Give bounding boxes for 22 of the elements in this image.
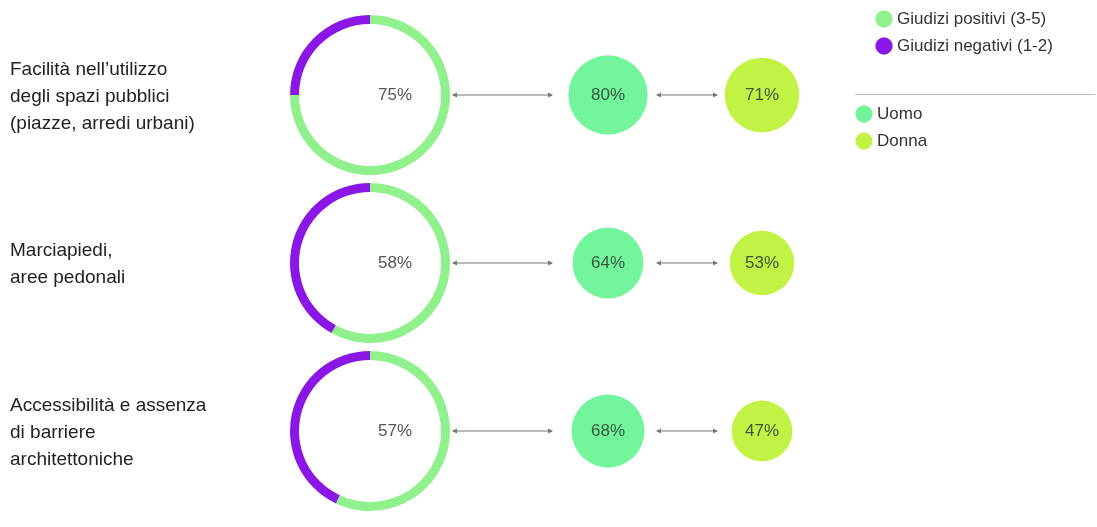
category-label: Uomo [877,104,923,123]
text: Marciapiedi, aree pedonali [10,238,127,289]
donut-slice [331,183,450,343]
data-label: 47% [744,421,780,440]
donut-slice [290,15,450,175]
data-label: 75% [377,85,413,104]
donut-slice [335,351,450,511]
donut-slice [290,15,370,95]
data-label: 58% [377,253,413,272]
text: Accessibilità e assenza di barriere architettoniche [10,392,208,471]
legend-label: Giudizi negativi (1-2) [897,36,1053,55]
data-label: 71% [744,85,780,104]
data-label: 57% [377,421,413,440]
text: Facilità nell’utilizzo degli spazi pubblici (piazze, arredi urbani) [10,56,196,135]
legend-label: Giudizi positivi (3-5) [897,9,1047,28]
data-label: 64% [590,253,626,272]
category-label: Donna [877,131,928,150]
data-label: 53% [744,253,780,272]
donut-slice [290,351,370,504]
data-label: 68% [590,421,626,440]
donut-slice [290,183,370,334]
data-label: 80% [590,85,626,104]
